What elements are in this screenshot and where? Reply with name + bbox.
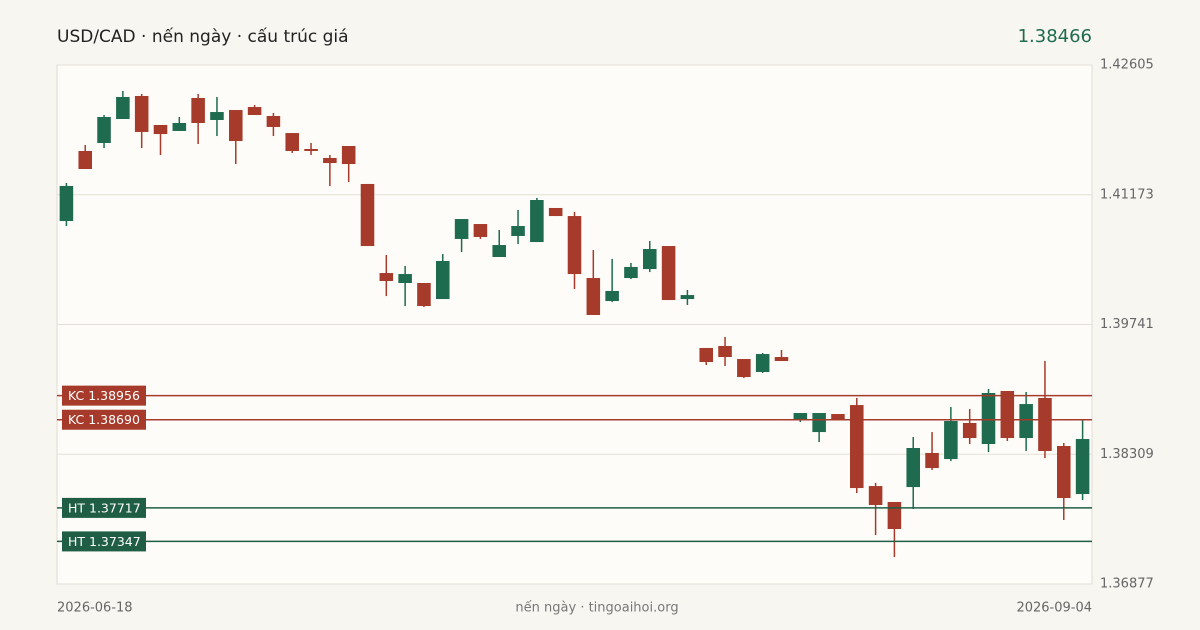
candle-body xyxy=(586,278,601,315)
candle-body xyxy=(1038,397,1052,451)
candle-body xyxy=(511,226,525,236)
candle-body xyxy=(97,117,111,144)
candle-body xyxy=(605,290,619,302)
candle-body xyxy=(981,392,996,445)
candle-body xyxy=(680,295,695,300)
candle-body xyxy=(304,148,318,151)
candle-body xyxy=(210,112,224,120)
candle-body xyxy=(247,107,262,116)
candle-body xyxy=(567,216,582,275)
candle-body xyxy=(134,95,149,132)
candle-body xyxy=(699,347,714,363)
candle-body xyxy=(473,224,488,237)
candle-body xyxy=(793,413,808,420)
x-tick-label: 2026-09-04 xyxy=(1016,601,1092,616)
y-tick-label: 1.39741 xyxy=(1100,317,1154,332)
candle-body xyxy=(59,185,74,222)
candle-body xyxy=(323,157,337,164)
last-price: 1.38466 xyxy=(1018,26,1092,47)
candle-body xyxy=(944,420,958,460)
level-label: HT 1.37347 xyxy=(68,534,141,549)
candle-body xyxy=(360,183,375,247)
candle-body xyxy=(454,219,469,239)
candle-body xyxy=(831,414,845,420)
candle-body xyxy=(887,502,902,530)
candle-body xyxy=(435,260,450,300)
candle-body xyxy=(548,207,563,217)
candle-body xyxy=(737,359,751,378)
y-tick-label: 1.41173 xyxy=(1100,187,1154,202)
candle-body xyxy=(812,413,826,433)
candle-body xyxy=(642,249,657,270)
candle-body xyxy=(379,273,394,282)
y-tick-label: 1.36877 xyxy=(1100,577,1154,592)
candle-body xyxy=(661,246,676,301)
level-label: KC 1.38690 xyxy=(68,412,140,427)
candle-body xyxy=(906,447,921,488)
level-tag xyxy=(62,497,146,518)
candle-body xyxy=(1075,439,1090,495)
candle-body xyxy=(492,245,507,257)
candle-body xyxy=(1019,404,1033,439)
y-tick-label: 1.38309 xyxy=(1100,447,1154,462)
candle-body xyxy=(172,122,187,131)
candle-body xyxy=(285,133,300,151)
candle-body xyxy=(191,97,205,123)
candle-body xyxy=(398,274,412,284)
candle-body xyxy=(868,486,883,505)
x-tick-label: 2026-06-18 xyxy=(57,601,133,616)
candle-body xyxy=(925,452,939,469)
level-tag xyxy=(62,531,146,552)
level-label: KC 1.38956 xyxy=(68,388,140,403)
candle-body xyxy=(266,116,281,127)
y-tick-label: 1.42605 xyxy=(1100,58,1154,73)
candle-body xyxy=(1056,446,1071,499)
candle-body xyxy=(116,96,130,120)
chart-title: USD/CAD · nến ngày · cấu trúc giá xyxy=(57,26,349,47)
candle-body xyxy=(1000,391,1015,439)
level-tag xyxy=(62,385,146,406)
candle-body xyxy=(341,146,356,165)
candle-body xyxy=(417,283,431,307)
candle-body xyxy=(228,110,243,142)
candle-body xyxy=(774,357,789,362)
level-tag xyxy=(62,409,146,430)
candle-body xyxy=(78,150,93,170)
candle-body xyxy=(530,200,544,243)
candle-body xyxy=(755,354,770,372)
candle-body xyxy=(624,266,638,279)
candle-body xyxy=(153,124,168,135)
level-label: HT 1.37717 xyxy=(68,500,141,515)
footer: nến ngày · tingoaihoi.org xyxy=(515,601,678,616)
candle-body xyxy=(962,422,977,439)
candle-body xyxy=(718,345,732,358)
candle-body xyxy=(849,405,864,489)
